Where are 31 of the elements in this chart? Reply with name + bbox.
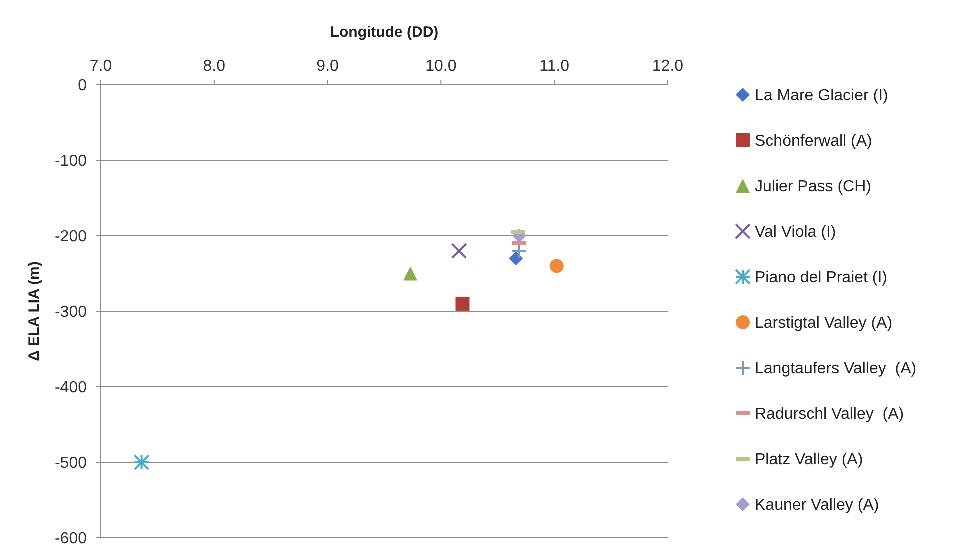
legend-label: Larstigtal Valley (A) (755, 315, 893, 332)
x-tick-label: 8.0 (203, 58, 226, 75)
y-tick-label: -400 (54, 380, 88, 397)
legend-label: Kauner Valley (A) (755, 497, 880, 514)
legend-label: Piano del Praiet (I) (755, 270, 888, 287)
legend-label: Platz Valley (A) (755, 452, 864, 469)
y-tick-label: -100 (54, 153, 88, 170)
legend-label: La Mare Glacier (I) (755, 88, 888, 105)
x-tick-label: 11.0 (540, 58, 570, 75)
x-tick-label: 7.0 (90, 58, 112, 75)
point (509, 252, 524, 266)
legend-label: Radurschl Valley (A) (755, 406, 904, 424)
point (550, 259, 564, 274)
y-tick-label: 0 (78, 78, 88, 95)
x-tick-label: 12.0 (652, 58, 684, 75)
legend-label: Julier Pass (CH) (755, 178, 872, 196)
point (404, 266, 418, 281)
y-axis-title: Δ ELA LIA (m) (26, 262, 43, 362)
y-tick-label: -300 (54, 304, 88, 322)
point (456, 296, 470, 311)
y-tick-label: -500 (54, 455, 88, 472)
point (451, 243, 468, 260)
x-tick-label: 9.0 (316, 58, 340, 75)
y-tick-label: -200 (54, 228, 88, 246)
x-tick-label: 10.0 (426, 58, 457, 75)
legend-label: Schönferwall (A) (755, 133, 872, 150)
point (134, 454, 150, 470)
y-tick-label: -600 (54, 530, 88, 548)
legend-label: Langtaufers Valley (A) (755, 360, 917, 378)
x-axis-title: Longitude (DD) (330, 24, 439, 41)
legend-label: Val Viola (I) (755, 224, 836, 242)
